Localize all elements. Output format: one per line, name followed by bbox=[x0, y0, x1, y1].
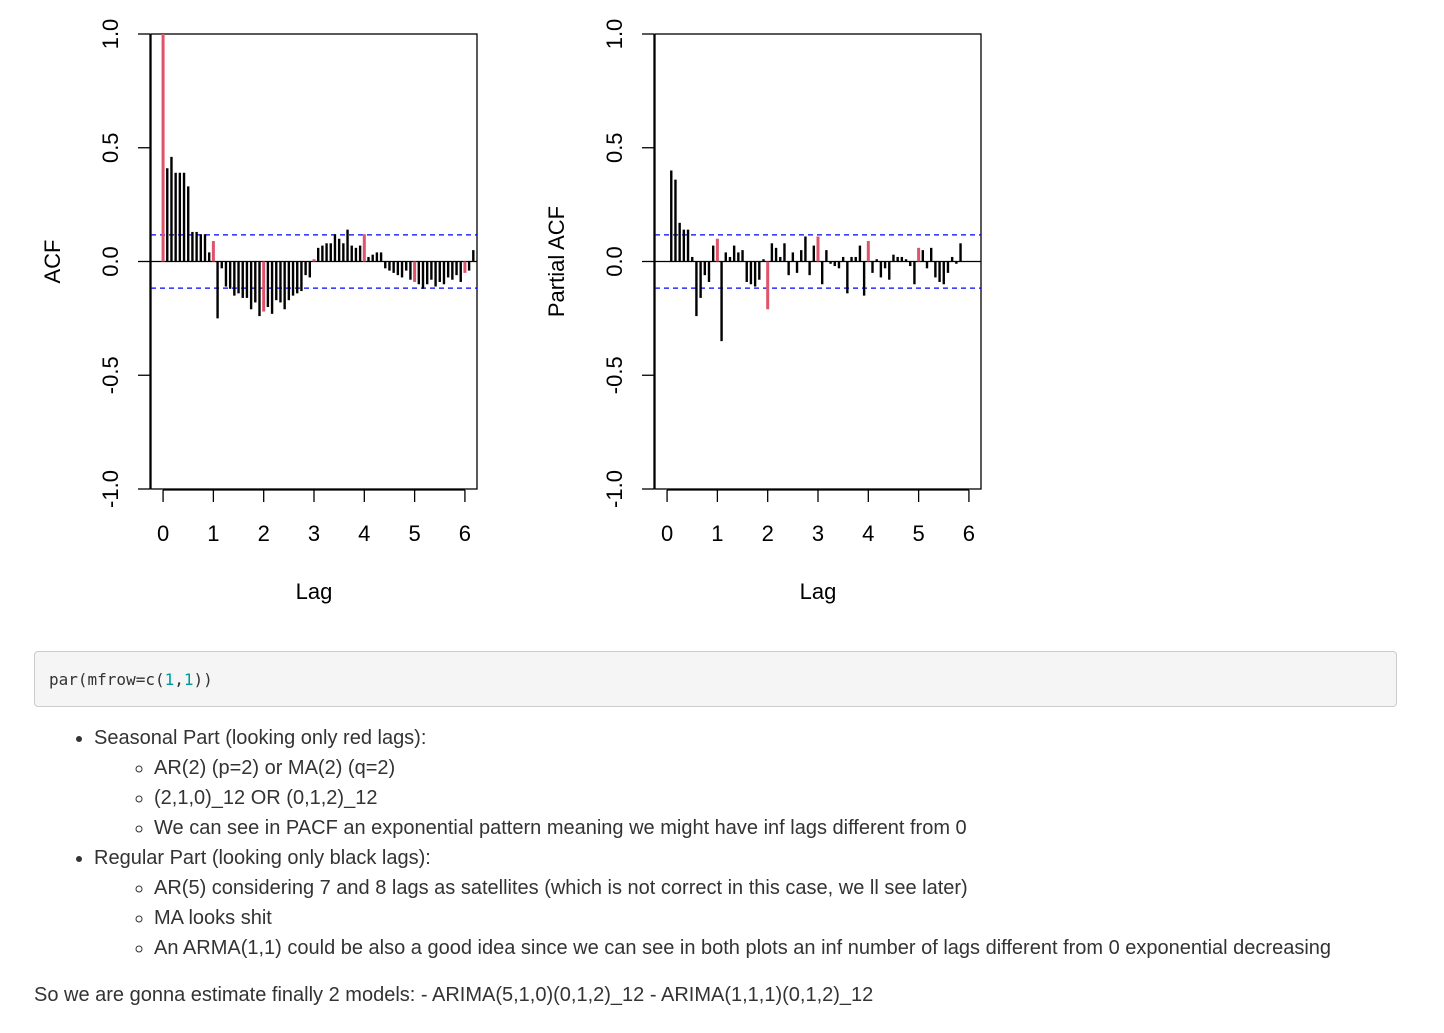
seasonal-sublist: AR(2) (p=2) or MA(2) (q=2) (2,1,0)_12 OR… bbox=[94, 753, 1434, 843]
acf-y-tick-label: 0.0 bbox=[98, 246, 123, 277]
acf-y-tick-label: -0.5 bbox=[98, 356, 123, 394]
regular-title: Regular Part (looking only black lags): bbox=[94, 847, 431, 869]
acf-x-tick-label: 4 bbox=[358, 521, 370, 546]
acf-y-tick-label: 1.0 bbox=[98, 19, 123, 50]
list-item: AR(2) (p=2) or MA(2) (q=2) bbox=[154, 753, 1434, 783]
acf-x-tick-label: 3 bbox=[308, 521, 320, 546]
summary-text: So we are gonna estimate finally 2 model… bbox=[34, 984, 874, 1006]
pacf-x-tick-label: 3 bbox=[812, 521, 824, 546]
code-block: par(mfrow=c(1, 1)) bbox=[34, 651, 1397, 707]
acf-x-axis-title: Lag bbox=[296, 579, 333, 604]
acf-x-tick-label: 5 bbox=[408, 521, 420, 546]
pacf-y-axis-title: Partial ACF bbox=[544, 206, 569, 317]
list-item: MA looks shit bbox=[154, 903, 1434, 933]
pacf-y-tick-label: 0.5 bbox=[602, 132, 627, 163]
analysis-list: Seasonal Part (looking only red lags): A… bbox=[94, 723, 1434, 963]
regular-sublist: AR(5) considering 7 and 8 lags as satell… bbox=[94, 873, 1434, 963]
acf-x-tick-label: 6 bbox=[459, 521, 471, 546]
pacf-x-tick-label: 1 bbox=[711, 521, 723, 546]
acf-x-tick-label: 0 bbox=[157, 521, 169, 546]
list-item: We can see in PACF an exponential patter… bbox=[154, 813, 1434, 843]
pacf-x-tick-label: 0 bbox=[661, 521, 673, 546]
pacf-x-tick-label: 4 bbox=[862, 521, 874, 546]
pacf-y-tick-label: -0.5 bbox=[602, 356, 627, 394]
pacf-plot: 0 1 2 3 4 5 6 -1.0 -0.5 0.0 0.5 1.0 Lag Partial ACF bbox=[544, 19, 982, 604]
acf-x-tick-label: 2 bbox=[258, 521, 270, 546]
pacf-y-tick-label: 1.0 bbox=[602, 19, 627, 50]
code-number-cols: 1 bbox=[183, 669, 194, 689]
code-function: par(mfrow=c( bbox=[49, 669, 165, 689]
pacf-x-axis-title: Lag bbox=[800, 579, 837, 604]
acf-y-axis-title: ACF bbox=[40, 240, 65, 284]
pacf-x-tick-label: 2 bbox=[762, 521, 774, 546]
list-item: An ARMA(1,1) could be also a good idea s… bbox=[154, 933, 1434, 963]
list-item: (2,1,0)_12 OR (0,1,2)_12 bbox=[154, 783, 1434, 813]
pacf-x-tick-label: 5 bbox=[912, 521, 924, 546]
code-close: )) bbox=[193, 669, 213, 689]
acf-plot: 0 1 2 3 4 5 6 -1.0 -0.5 0.0 0.5 1.0 Lag ACF bbox=[40, 19, 478, 604]
pacf-x-tick-label: 6 bbox=[963, 521, 975, 546]
pacf-y-tick-label: 0.0 bbox=[602, 246, 627, 277]
pacf-y-tick-label: -1.0 bbox=[602, 470, 627, 508]
code-number-rows: 1 bbox=[164, 669, 175, 689]
seasonal-title: Seasonal Part (looking only red lags): bbox=[94, 727, 427, 749]
correlogram-figure: 0 1 2 3 4 5 6 -1.0 -0.5 0.0 0.5 1.0 Lag ACF 0 1 2 3 4 5 6 -1… bbox=[40, 19, 982, 604]
acf-x-tick-label: 1 bbox=[207, 521, 219, 546]
list-item-seasonal: Seasonal Part (looking only red lags): A… bbox=[94, 723, 1434, 843]
list-item-regular: Regular Part (looking only black lags): … bbox=[94, 843, 1434, 963]
code-comma: , bbox=[174, 669, 184, 689]
acf-y-tick-label: -1.0 bbox=[98, 470, 123, 508]
list-item: AR(5) considering 7 and 8 lags as satell… bbox=[154, 873, 1434, 903]
acf-y-tick-label: 0.5 bbox=[98, 132, 123, 163]
